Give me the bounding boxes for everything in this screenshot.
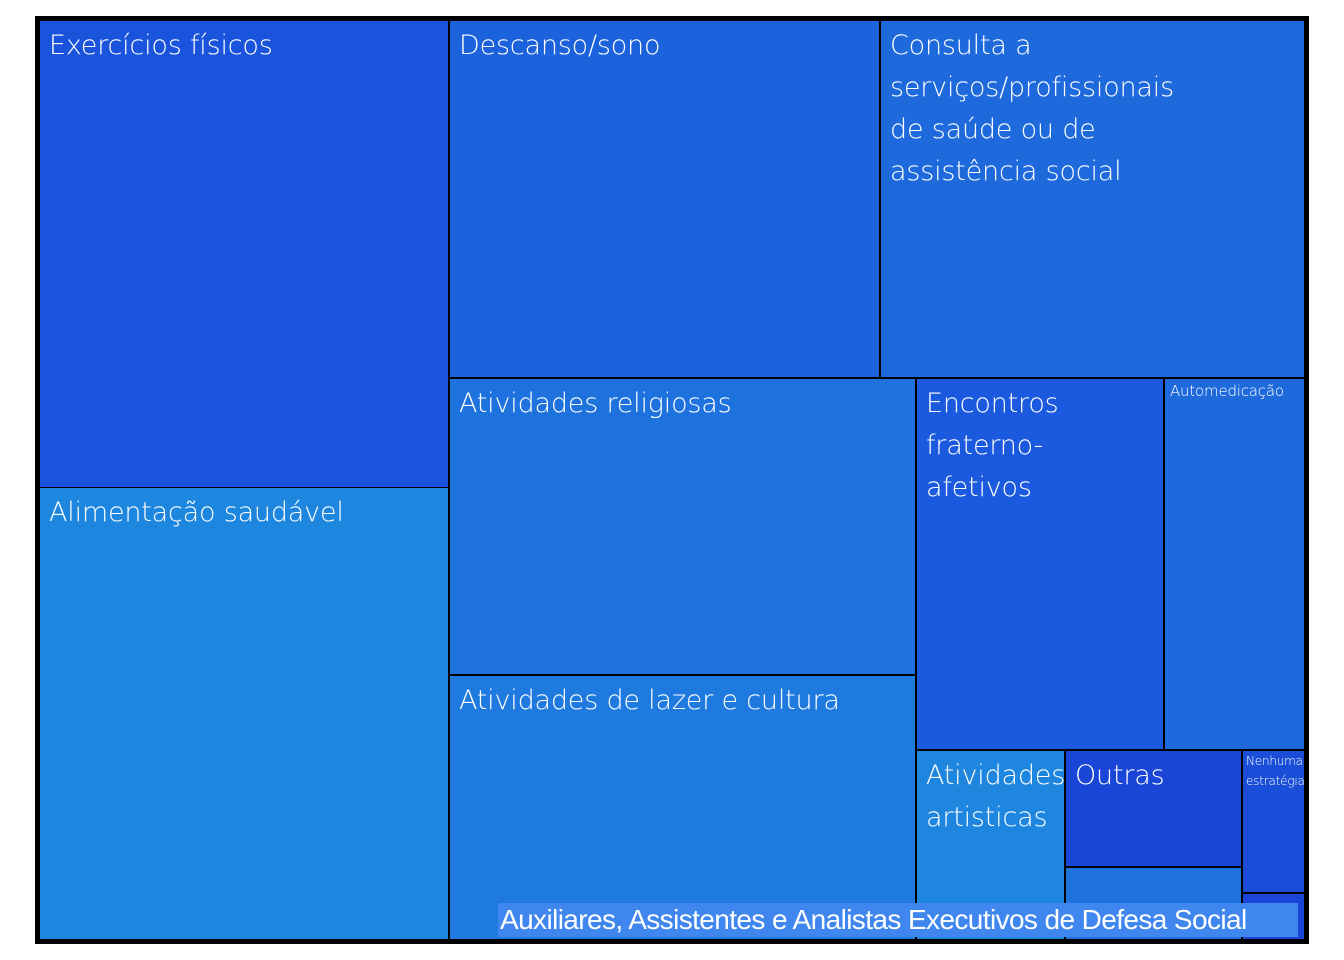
chart-caption: Auxiliares, Assistentes e Analistas Exec… <box>498 903 1298 937</box>
treemap: Exercícios físicos Alimentação saudável De… <box>35 16 1309 944</box>
treemap-tile: Outras <box>1065 750 1242 867</box>
treemap-tile-label: Alimentação saudável <box>49 497 344 528</box>
treemap-tile: Automedicação <box>1164 378 1305 750</box>
treemap-tile-label: Consulta a serviços/profissionais de saú… <box>890 30 1174 187</box>
treemap-tile-label: Automedicação <box>1170 382 1284 400</box>
treemap-tile-label: Exercícios físicos <box>49 30 273 61</box>
treemap-tile: Atividades de lazer e cultura <box>449 675 916 940</box>
treemap-tile-label: Atividades religiosas <box>459 388 732 419</box>
treemap-tile: Consulta a serviços/profissionais de saú… <box>880 20 1305 378</box>
treemap-tile: Atividades religiosas <box>449 378 916 675</box>
treemap-tile-label: Atividades de lazer e cultura <box>459 685 840 716</box>
treemap-tile-label: Outras <box>1075 760 1165 791</box>
treemap-tile: Alimentação saudável <box>39 487 449 940</box>
treemap-tile: Encontros fraterno-afetivos <box>916 378 1164 750</box>
treemap-tile-label: Descanso/sono <box>459 30 661 61</box>
treemap-tile-label: Nenhuma estratégia <box>1246 754 1305 788</box>
treemap-tile: Exercícios físicos <box>39 20 449 488</box>
treemap-tile: Nenhuma estratégia <box>1242 750 1305 893</box>
treemap-tile-label: Atividades artisticas <box>926 760 1065 833</box>
treemap-tile-label: Encontros fraterno-afetivos <box>926 388 1059 503</box>
treemap-tile: Descanso/sono <box>449 20 880 378</box>
